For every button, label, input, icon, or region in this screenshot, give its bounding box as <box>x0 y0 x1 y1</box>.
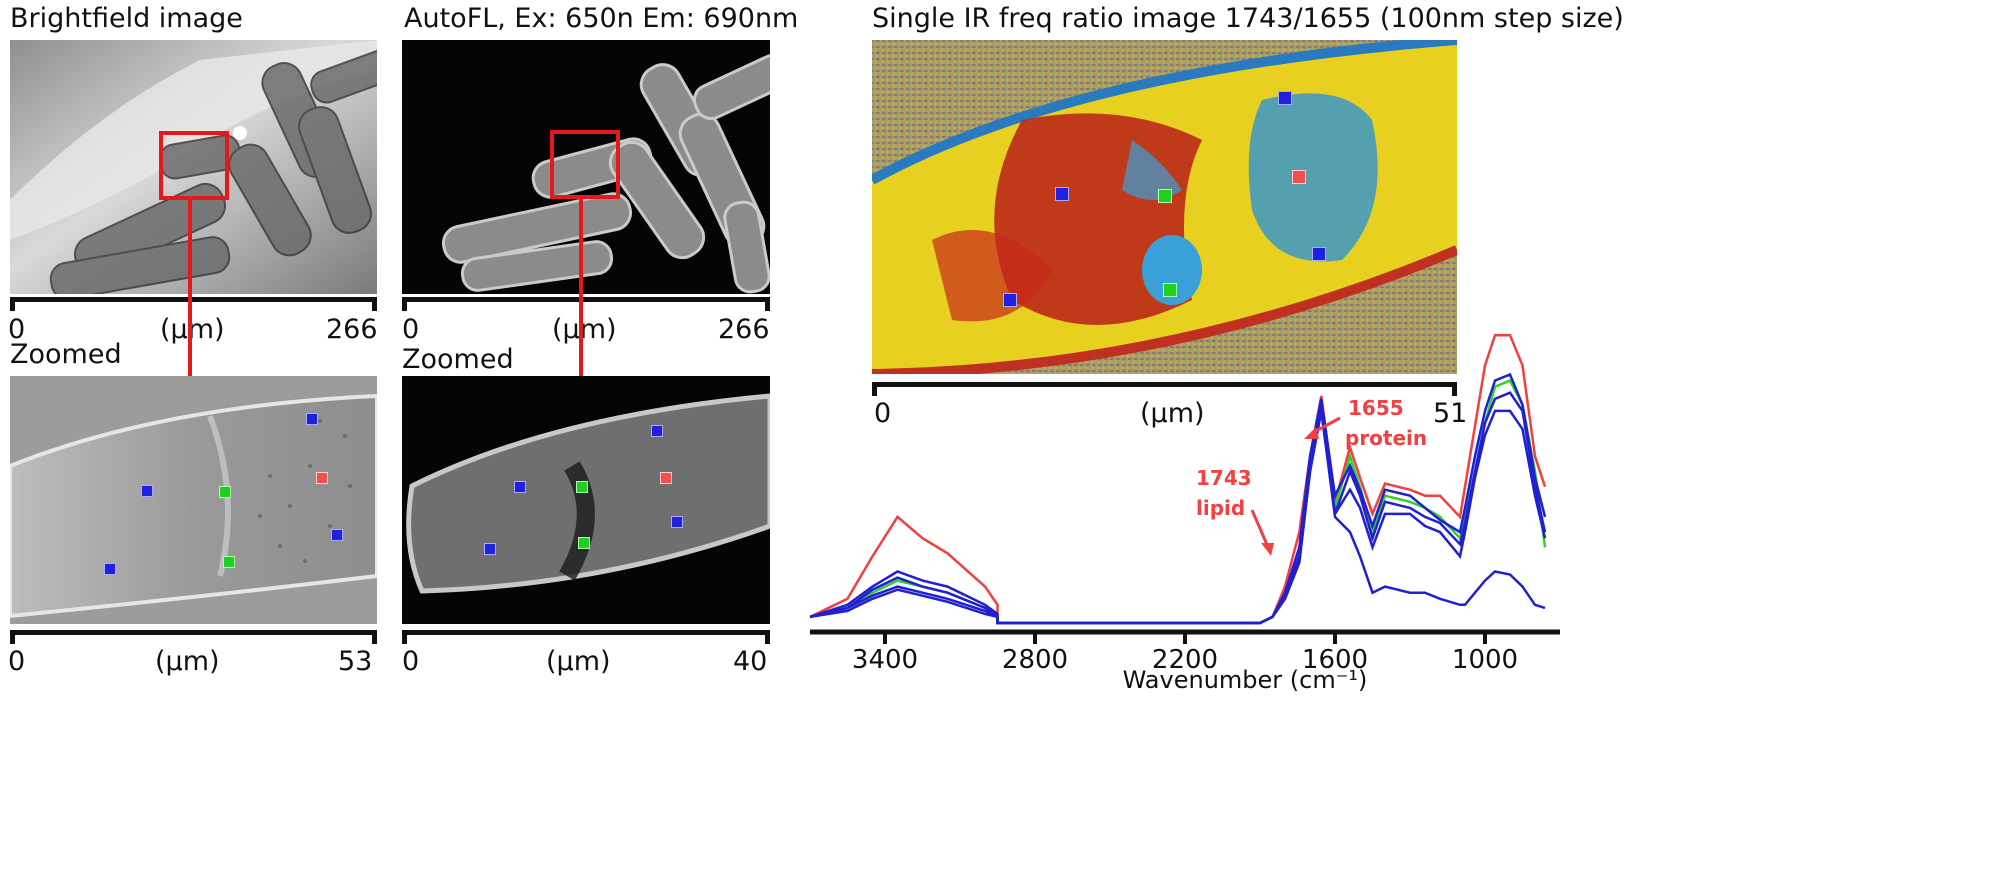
x-tick-label-2800: 2800 <box>1002 645 1068 675</box>
autofl-scale-unit: (µm) <box>552 314 617 345</box>
brightfield-marker-blue-4 <box>104 563 116 575</box>
brightfield-scalebar <box>10 297 377 311</box>
x-tick-label-3400: 3400 <box>852 645 918 675</box>
autofl-marker-blue-3 <box>671 516 683 528</box>
autofl-marker-blue-4 <box>484 543 496 555</box>
brightfield-zoom-scale-end: 53 <box>338 646 373 677</box>
autofl-scalebar <box>402 297 770 311</box>
brightfield-zoom-title: Zoomed <box>10 339 122 370</box>
brightfield-marker-green-2 <box>223 556 235 568</box>
autofl-marker-green-2 <box>578 537 590 549</box>
spectrum-series-group <box>809 333 1547 625</box>
ir-scalebar <box>872 382 1457 396</box>
ir-marker-green-2 <box>1163 283 1177 297</box>
brightfield-marker-blue-3 <box>331 529 343 541</box>
autofl-marker-blue-1 <box>651 425 663 437</box>
brightfield-marker-blue-1 <box>306 413 318 425</box>
ir-spectrum-chart: 3400 2800 2200 1600 1000 Wavenumber (cm⁻¹) 1… <box>809 333 1560 694</box>
x-tick-label-1000: 1000 <box>1452 645 1518 675</box>
autofl-zoom-scale-unit: (µm) <box>546 646 611 677</box>
ir-scale-unit: (µm) <box>1140 398 1205 429</box>
ir-marker-blue-4 <box>1003 293 1017 307</box>
brightfield-marker-blue-2 <box>141 485 153 497</box>
annotation-lipid-value: 1743 <box>1196 466 1252 490</box>
spectrum-line-blue-6 <box>809 410 1546 625</box>
brightfield-roi-box <box>159 131 229 200</box>
brightfield-scale-unit: (µm) <box>160 314 225 345</box>
x-tick-group: 3400 2800 2200 1600 1000 <box>852 632 1518 675</box>
ir-marker-blue-1 <box>1278 91 1292 105</box>
brightfield-marker-red <box>316 472 328 484</box>
autofl-marker-green-1 <box>576 481 588 493</box>
annotation-protein-arrowhead <box>1304 427 1319 439</box>
ir-marker-red <box>1292 170 1306 184</box>
annotation-protein-label: protein <box>1345 426 1427 450</box>
autofl-marker-red <box>660 472 672 484</box>
autofl-zoom-title: Zoomed <box>402 344 514 375</box>
annotation-lipid-label: lipid <box>1196 496 1245 520</box>
x-axis-label: Wavenumber (cm⁻¹) <box>1123 666 1368 694</box>
autofl-roi-box <box>550 130 620 199</box>
autofl-image <box>402 40 770 294</box>
autofl-zoom-scale-start: 0 <box>402 646 420 677</box>
spectrum-line-red-1 <box>809 333 1547 625</box>
ir-scale-end: 51 <box>1433 398 1468 429</box>
autofl-marker-blue-2 <box>514 481 526 493</box>
autofl-scale-end: 266 <box>718 314 770 345</box>
autofl-zoom-scalebar <box>402 630 770 644</box>
annotation-protein-value: 1655 <box>1348 396 1404 420</box>
brightfield-scale-start: 0 <box>8 314 26 345</box>
ir-ratio-image <box>872 40 1457 374</box>
brightfield-zoom-scale-unit: (µm) <box>155 646 220 677</box>
autofl-zoom-scale-end: 40 <box>733 646 768 677</box>
ir-ratio-title: Single IR freq ratio image 1743/1655 (10… <box>872 3 1624 34</box>
brightfield-zoom-scale-start: 0 <box>8 646 26 677</box>
spectrum-line-blue-5 <box>809 404 1547 625</box>
ir-scale-start: 0 <box>874 398 892 429</box>
brightfield-title: Brightfield image <box>10 3 243 34</box>
ir-marker-blue-3 <box>1312 247 1326 261</box>
ir-marker-blue-2 <box>1055 187 1069 201</box>
autofl-scale-start: 0 <box>402 314 420 345</box>
ir-marker-green-1 <box>1158 189 1172 203</box>
spectrum-line-blue-4 <box>809 391 1547 625</box>
spectrum-line-blue-3 <box>809 372 1547 625</box>
annotation-lipid-arrow <box>1250 509 1270 548</box>
brightfield-image <box>10 40 377 294</box>
brightfield-zoom-image <box>10 376 377 624</box>
brightfield-zoom-scalebar <box>10 630 377 644</box>
x-tick-label-2200: 2200 <box>1152 645 1218 675</box>
autofl-zoom-image <box>402 376 770 624</box>
autofl-title: AutoFL, Ex: 650n Em: 690nm <box>404 3 799 34</box>
x-tick-label-1600: 1600 <box>1302 645 1368 675</box>
brightfield-scale-end: 266 <box>326 314 378 345</box>
brightfield-marker-green-1 <box>219 486 231 498</box>
annotation-lipid-arrowhead <box>1261 543 1274 556</box>
